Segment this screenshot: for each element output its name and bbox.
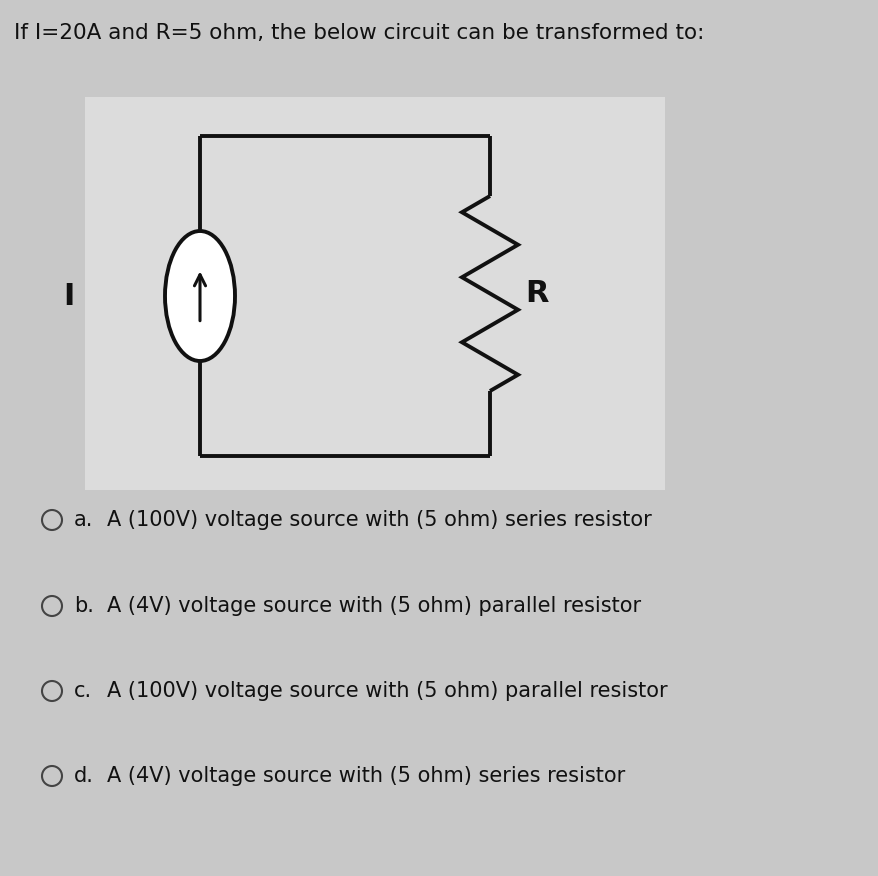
Text: A (4V) voltage source with (5 ohm) series resistor: A (4V) voltage source with (5 ohm) serie…: [107, 766, 624, 786]
Text: b.: b.: [74, 596, 94, 616]
Text: a.: a.: [74, 510, 93, 530]
Text: If I=20A and R=5 ohm, the below circuit can be transformed to:: If I=20A and R=5 ohm, the below circuit …: [14, 23, 703, 43]
Text: A (4V) voltage source with (5 ohm) parallel resistor: A (4V) voltage source with (5 ohm) paral…: [107, 596, 640, 616]
Text: c.: c.: [74, 681, 92, 701]
Bar: [85, 97, 665, 490]
Text: I: I: [63, 281, 75, 310]
Text: R: R: [524, 279, 548, 308]
Text: A (100V) voltage source with (5 ohm) parallel resistor: A (100V) voltage source with (5 ohm) par…: [107, 681, 667, 701]
Text: A (100V) voltage source with (5 ohm) series resistor: A (100V) voltage source with (5 ohm) ser…: [107, 510, 651, 530]
Ellipse shape: [165, 231, 234, 361]
Text: d.: d.: [74, 766, 94, 786]
